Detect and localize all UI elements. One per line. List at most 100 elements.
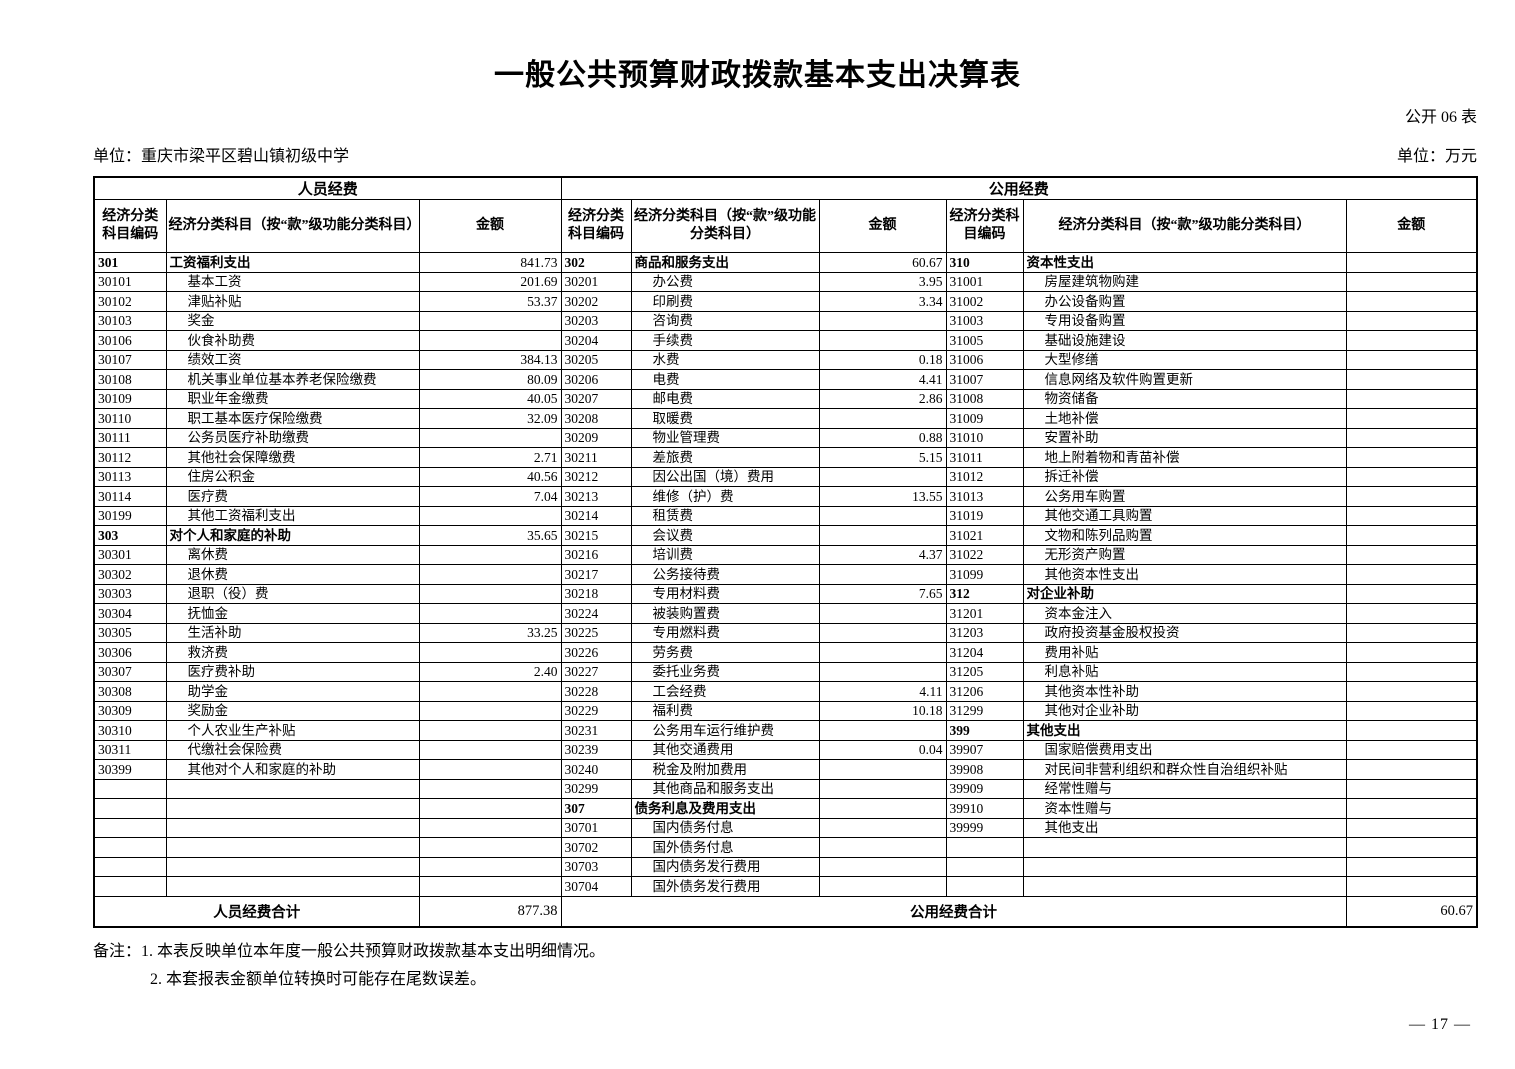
code-cell: 39907 xyxy=(945,739,1024,760)
amount-cell xyxy=(1345,798,1478,819)
amount-cell xyxy=(1345,622,1478,643)
code-cell: 31008 xyxy=(945,388,1024,409)
table-row: 30309 奖励金 30229 福利费 10.18 31299 其他对企业补助 xyxy=(93,700,1478,721)
code-cell: 31011 xyxy=(945,447,1024,468)
amount-cell: 7.65 xyxy=(818,583,947,604)
code-cell xyxy=(93,837,167,858)
band-personnel-funds: 人员经费 xyxy=(93,176,562,200)
amount-cell: 5.15 xyxy=(818,447,947,468)
code-cell: 30209 xyxy=(560,427,632,448)
amount-cell xyxy=(1345,583,1478,604)
amount-cell xyxy=(1345,505,1478,526)
amount-cell xyxy=(1345,466,1478,487)
subject-cell: 公务接待费 xyxy=(630,564,820,585)
code-cell: 31012 xyxy=(945,466,1024,487)
table-row: 30399 其他对个人和家庭的补助 30240 税金及附加费用 39908 对民间非营利组… xyxy=(93,759,1478,780)
subject-cell: 其他支出 xyxy=(1022,720,1347,741)
amount-cell xyxy=(418,603,562,624)
code-cell xyxy=(93,798,167,819)
table-row: 30103 奖金 30203 咨询费 31003 专用设备购置 xyxy=(93,310,1478,331)
amount-cell xyxy=(1345,310,1478,331)
subject-cell: 对企业补助 xyxy=(1022,583,1347,604)
amount-cell xyxy=(1345,739,1478,760)
amount-cell: 2.40 xyxy=(418,661,562,682)
code-cell: 31007 xyxy=(945,369,1024,390)
subject-cell: 奖励金 xyxy=(165,700,420,721)
table-row: 301 工资福利支出 841.73 302 商品和服务支出 60.67 310 资本性支出 xyxy=(93,252,1478,273)
subject-cell: 国内债务付息 xyxy=(630,817,820,838)
amount-cell xyxy=(1345,330,1478,351)
amount-cell: 33.25 xyxy=(418,622,562,643)
amount-cell: 4.11 xyxy=(818,681,947,702)
amount-cell xyxy=(818,837,947,858)
amount-cell xyxy=(818,622,947,643)
subject-cell: 电费 xyxy=(630,369,820,390)
subject-cell: 债务利息及费用支出 xyxy=(630,798,820,819)
col-header-amount-2: 金额 xyxy=(818,199,947,253)
table-row: 30701 国内债务付息 39999 其他支出 xyxy=(93,817,1478,838)
subject-cell: 维修（护）费 xyxy=(630,486,820,507)
code-cell: 31201 xyxy=(945,603,1024,624)
amount-cell xyxy=(818,876,947,897)
subject-cell: 手续费 xyxy=(630,330,820,351)
code-cell: 30109 xyxy=(93,388,167,409)
subject-cell: 国外债务付息 xyxy=(630,837,820,858)
amount-cell: 3.95 xyxy=(818,271,947,292)
totals-row: 人员经费合计 877.38 公用经费合计 60.67 xyxy=(93,895,1478,928)
code-cell: 31005 xyxy=(945,330,1024,351)
subject-cell: 因公出国（境）费用 xyxy=(630,466,820,487)
code-cell: 30103 xyxy=(93,310,167,331)
code-cell: 30311 xyxy=(93,739,167,760)
subject-cell xyxy=(165,778,420,799)
subject-cell: 税金及附加费用 xyxy=(630,759,820,780)
subject-cell: 福利费 xyxy=(630,700,820,721)
amount-cell xyxy=(418,700,562,721)
code-cell: 30218 xyxy=(560,583,632,604)
amount-cell xyxy=(818,661,947,682)
table-row: 30110 职工基本医疗保险缴费 32.09 30208 取暖费 31009 土地补偿 xyxy=(93,408,1478,429)
subject-cell: 专用材料费 xyxy=(630,583,820,604)
amount-cell xyxy=(418,817,562,838)
subject-cell: 培训费 xyxy=(630,544,820,565)
table-row: 30101 基本工资 201.69 30201 办公费 3.95 31001 房屋建筑物购建 xyxy=(93,271,1478,292)
code-cell: 31021 xyxy=(945,525,1024,546)
subject-cell xyxy=(1022,837,1347,858)
amount-cell xyxy=(1345,388,1478,409)
amount-cell: 841.73 xyxy=(418,252,562,273)
subject-cell xyxy=(1022,856,1347,877)
code-cell: 30202 xyxy=(560,291,632,312)
code-cell: 30110 xyxy=(93,408,167,429)
table-row: 30107 绩效工资 384.13 30205 水费 0.18 31006 大型修缮 xyxy=(93,349,1478,370)
personnel-total-amount: 877.38 xyxy=(418,895,562,928)
table-body: 301 工资福利支出 841.73 302 商品和服务支出 60.67 310 资本性支出 30… xyxy=(93,252,1478,897)
code-cell: 30303 xyxy=(93,583,167,604)
code-cell: 31099 xyxy=(945,564,1024,585)
code-cell: 31299 xyxy=(945,700,1024,721)
code-cell: 399 xyxy=(945,720,1024,741)
amount-cell: 3.34 xyxy=(818,291,947,312)
col-header-subject-2: 经济分类科目（按“款”级功能分类科目） xyxy=(630,199,820,253)
amount-cell xyxy=(818,720,947,741)
subject-cell: 其他资本性补助 xyxy=(1022,681,1347,702)
code-cell: 30216 xyxy=(560,544,632,565)
subject-cell: 地上附着物和青苗补偿 xyxy=(1022,447,1347,468)
table-row: 30704 国外债务发行费用 xyxy=(93,876,1478,897)
code-cell: 31022 xyxy=(945,544,1024,565)
amount-cell xyxy=(818,330,947,351)
subject-cell: 文物和陈列品购置 xyxy=(1022,525,1347,546)
subject-cell: 其他工资福利支出 xyxy=(165,505,420,526)
code-cell: 30206 xyxy=(560,369,632,390)
code-cell: 30307 xyxy=(93,661,167,682)
subject-cell: 职业年金缴费 xyxy=(165,388,420,409)
code-cell: 31001 xyxy=(945,271,1024,292)
code-cell: 30106 xyxy=(93,330,167,351)
code-cell: 30215 xyxy=(560,525,632,546)
table-row: 30102 津贴补贴 53.37 30202 印刷费 3.34 31002 办公设备购置 xyxy=(93,291,1478,312)
amount-cell xyxy=(818,603,947,624)
code-cell: 30225 xyxy=(560,622,632,643)
subject-cell: 无形资产购置 xyxy=(1022,544,1347,565)
code-cell: 30227 xyxy=(560,661,632,682)
expenditure-table: 人员经费 公用经费 经济分类科目编码 经济分类科目（按“款”级功能分类科目） 金… xyxy=(93,176,1479,928)
subject-cell: 办公费 xyxy=(630,271,820,292)
subject-cell: 资本性赠与 xyxy=(1022,798,1347,819)
